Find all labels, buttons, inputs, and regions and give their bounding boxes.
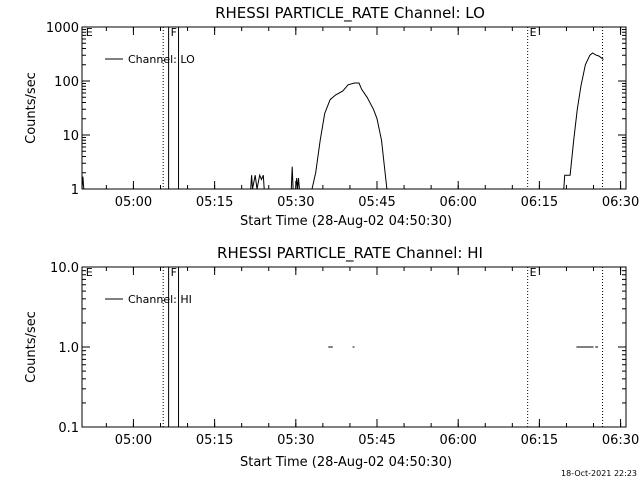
chart-hi-legend: Channel: HI: [105, 293, 192, 306]
chart-lo-x-tick-label: 05:00: [115, 195, 152, 210]
chart-hi-x-ticks: 05:00 05:15 05:30 05:45 06:00 06:15 06:30: [105, 267, 639, 448]
chart-hi-title: RHESSI PARTICLE_RATE Channel: HI: [217, 244, 483, 263]
chart-lo-series-segment: [563, 52, 604, 190]
chart-hi: RHESSI PARTICLE_RATE Channel: HI Counts/…: [24, 244, 639, 470]
chart-hi-event-marker-label: E: [530, 266, 537, 279]
chart-hi-y-axis-label: Counts/sec: [24, 311, 39, 383]
chart-lo-series-segment: [295, 177, 300, 190]
chart-lo-legend: Channel: LO: [105, 53, 195, 66]
chart-lo-y-tick-label: 1: [71, 183, 79, 198]
chart-lo-series-segment: [311, 82, 388, 190]
chart-lo: RHESSI PARTICLE_RATE Channel: LO Counts/…: [24, 4, 639, 229]
chart-hi-x-tick-label: 05:45: [358, 433, 395, 448]
chart-lo-event-marker-label: E: [530, 26, 537, 39]
chart-lo-x-tick-label: 06:00: [439, 195, 476, 210]
chart-hi-x-tick-label: 06:00: [439, 433, 476, 448]
chart-lo-x-tick-label: 05:15: [196, 195, 233, 210]
chart-lo-event-marker-label: E: [86, 26, 93, 39]
chart-lo-x-tick-label: 05:45: [358, 195, 395, 210]
chart-lo-legend-label: Channel: LO: [128, 53, 195, 66]
chart-lo-x-ticks: 05:00 05:15 05:30 05:45 06:00 06:15 06:30: [105, 27, 639, 210]
chart-hi-x-tick-label: 05:15: [196, 433, 233, 448]
chart-lo-y-tick-label: 1000: [46, 21, 79, 36]
chart-hi-y-tick-label: 1.0: [58, 341, 79, 356]
chart-lo-y-tick-label: 100: [54, 75, 79, 90]
chart-hi-legend-label: Channel: HI: [128, 293, 192, 306]
chart-hi-x-tick-label: 06:30: [602, 433, 639, 448]
chart-lo-title: RHESSI PARTICLE_RATE Channel: LO: [215, 4, 485, 23]
chart-lo-x-tick-label: 05:30: [277, 195, 314, 210]
chart-hi-x-axis-label: Start Time (28-Aug-02 04:50:30): [240, 455, 452, 470]
chart-lo-series-segment: [250, 173, 265, 190]
chart-hi-y-tick-label: 0.1: [58, 421, 79, 436]
chart-lo-axes-frame: [81, 26, 627, 190]
chart-lo-y-ticks: 1 10 100 1000: [46, 21, 626, 198]
chart-hi-event-marker-label: E: [86, 266, 93, 279]
chart-lo-y-axis-label: Counts/sec: [24, 72, 39, 144]
chart-lo-x-axis-label: Start Time (28-Aug-02 04:50:30): [240, 214, 452, 229]
timestamp: 18-Oct-2021 22:23: [561, 469, 637, 478]
chart-hi-y-tick-label: 10.0: [50, 261, 79, 276]
chart-lo-x-tick-label: 06:15: [521, 195, 558, 210]
chart-hi-y-ticks: 0.1 1.0 10.0: [50, 261, 626, 436]
chart-lo-series-segment: [81, 176, 85, 190]
chart-hi-event-marker-label: F: [171, 266, 177, 279]
chart-hi-x-tick-label: 06:15: [521, 433, 558, 448]
chart-lo-x-tick-label: 06:30: [602, 195, 639, 210]
chart-hi-x-tick-label: 05:30: [277, 433, 314, 448]
chart-lo-event-marker-label: F: [171, 26, 177, 39]
chart-hi-x-tick-label: 05:00: [115, 433, 152, 448]
chart-lo-y-tick-label: 10: [62, 129, 79, 144]
chart-lo-data: [81, 52, 604, 190]
chart-lo-series-segment: [290, 166, 294, 190]
